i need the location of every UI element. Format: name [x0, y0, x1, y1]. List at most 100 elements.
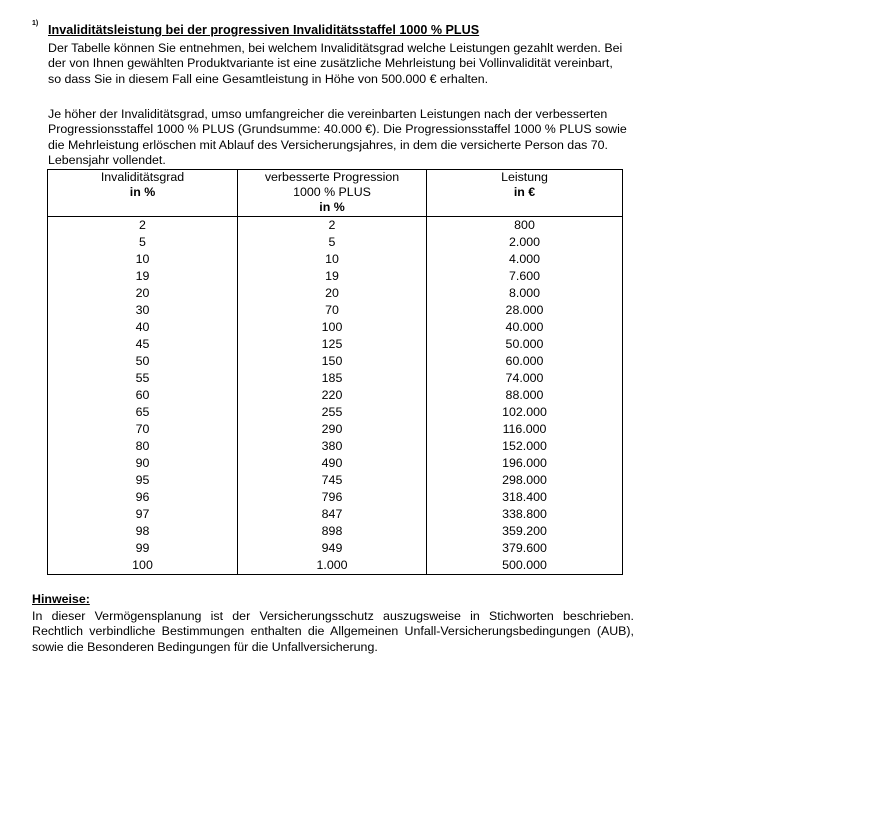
- table-cell: 796: [237, 489, 427, 506]
- table-row: 97 847 338.800: [47, 506, 623, 523]
- table-row: 30 70 28.000: [47, 302, 623, 319]
- table-row: 45 125 50.000: [47, 336, 623, 353]
- table-cell: 152.000: [426, 438, 623, 455]
- table-cell: 318.400: [426, 489, 623, 506]
- table-cell: 102.000: [426, 404, 623, 421]
- notes-paragraph: In dieser Vermögensplanung ist der Versi…: [32, 609, 634, 654]
- header-unit: in %: [319, 200, 345, 214]
- table-cell: 5: [237, 234, 427, 251]
- table-cell: 185: [237, 370, 427, 387]
- table-cell: 745: [237, 472, 427, 489]
- table-cell: 28.000: [426, 302, 623, 319]
- table-cell: 10: [237, 251, 427, 268]
- table-cell: 55: [47, 370, 238, 387]
- table-cell: 97: [47, 506, 238, 523]
- table-cell: 19: [237, 268, 427, 285]
- table-row: 19 19 7.600: [47, 268, 623, 285]
- table-row: 95 745 298.000: [47, 472, 623, 489]
- table-cell: 338.800: [426, 506, 623, 523]
- table-cell: 70: [237, 302, 427, 319]
- table-row: 65 255 102.000: [47, 404, 623, 421]
- table-row: 70 290 116.000: [47, 421, 623, 438]
- table-cell: 500.000: [426, 557, 623, 575]
- table-row: 55 185 74.000: [47, 370, 623, 387]
- table-cell: 116.000: [426, 421, 623, 438]
- table-cell: 100: [237, 319, 427, 336]
- table-cell: 800: [426, 216, 623, 234]
- table-cell: 7.600: [426, 268, 623, 285]
- table-cell: 5: [47, 234, 238, 251]
- table-row: 98 898 359.200: [47, 523, 623, 540]
- table-cell: 298.000: [426, 472, 623, 489]
- table-row: 5 5 2.000: [47, 234, 623, 251]
- table-cell: 490: [237, 455, 427, 472]
- table-cell: 150: [237, 353, 427, 370]
- table-row: 10 10 4.000: [47, 251, 623, 268]
- column-header: Leistung in €: [426, 169, 623, 217]
- table-cell: 99: [47, 540, 238, 557]
- column-header: verbesserte Progression 1000 % PLUS in %: [237, 169, 427, 217]
- table-cell: 255: [237, 404, 427, 421]
- footnote-marker: 1): [32, 20, 39, 27]
- notes-heading: Hinweise:: [32, 592, 90, 606]
- table-cell: 65: [47, 404, 238, 421]
- header-unit: in %: [129, 185, 156, 199]
- table-cell: 196.000: [426, 455, 623, 472]
- table-cell: 96: [47, 489, 238, 506]
- table-cell: 60.000: [426, 353, 623, 370]
- table-cell: 50: [47, 353, 238, 370]
- table-row: 50 150 60.000: [47, 353, 623, 370]
- header-label: Leistung: [501, 170, 548, 184]
- table-row: 40 100 40.000: [47, 319, 623, 336]
- table-cell: 60: [47, 387, 238, 404]
- table-cell: 100: [47, 557, 238, 575]
- table-cell: 19: [47, 268, 238, 285]
- section-title: Invaliditätsleistung bei der progressive…: [48, 23, 480, 37]
- table-cell: 220: [237, 387, 427, 404]
- table-cell: 2: [237, 216, 427, 234]
- table-cell: 847: [237, 506, 427, 523]
- table-row: 80 380 152.000: [47, 438, 623, 455]
- table-cell: 4.000: [426, 251, 623, 268]
- table-cell: 10: [47, 251, 238, 268]
- header-label: verbesserte Progression: [264, 170, 400, 184]
- table-cell: 40.000: [426, 319, 623, 336]
- table-cell: 290: [237, 421, 427, 438]
- table-row: 90 490 196.000: [47, 455, 623, 472]
- column-header: Invaliditätsgrad in %: [47, 169, 238, 217]
- table-cell: 2: [47, 216, 238, 234]
- table-cell: 90: [47, 455, 238, 472]
- table-cell: 45: [47, 336, 238, 353]
- header-label: Invaliditätsgrad: [100, 170, 185, 184]
- table-row: 100 1.000 500.000: [47, 557, 623, 575]
- table-cell: 949: [237, 540, 427, 557]
- table-row: 20 20 8.000: [47, 285, 623, 302]
- table-cell: 125: [237, 336, 427, 353]
- table-cell: 20: [47, 285, 238, 302]
- table-row: 96 796 318.400: [47, 489, 623, 506]
- table-cell: 898: [237, 523, 427, 540]
- table-cell: 80: [47, 438, 238, 455]
- progression-paragraph: Je höher der Invaliditätsgrad, umso umfa…: [48, 107, 627, 167]
- table-cell: 88.000: [426, 387, 623, 404]
- benefits-table: Invaliditätsgrad in % verbesserte Progress…: [47, 169, 623, 575]
- table-row: 60 220 88.000: [47, 387, 623, 404]
- table-cell: 40: [47, 319, 238, 336]
- table-cell: 20: [237, 285, 427, 302]
- header-label-2: 1000 % PLUS: [293, 185, 371, 199]
- table-cell: 70: [47, 421, 238, 438]
- table-row: 2 2 800: [47, 216, 623, 234]
- header-unit: in €: [513, 185, 536, 199]
- table-cell: 30: [47, 302, 238, 319]
- table-cell: 2.000: [426, 234, 623, 251]
- table-cell: 98: [47, 523, 238, 540]
- table-cell: 50.000: [426, 336, 623, 353]
- table-cell: 1.000: [237, 557, 427, 575]
- table-cell: 95: [47, 472, 238, 489]
- table-row: 99 949 379.600: [47, 540, 623, 557]
- table-cell: 8.000: [426, 285, 623, 302]
- table-cell: 380: [237, 438, 427, 455]
- table-cell: 359.200: [426, 523, 623, 540]
- table-cell: 379.600: [426, 540, 623, 557]
- intro-paragraph: Der Tabelle können Sie entnehmen, bei we…: [48, 41, 623, 86]
